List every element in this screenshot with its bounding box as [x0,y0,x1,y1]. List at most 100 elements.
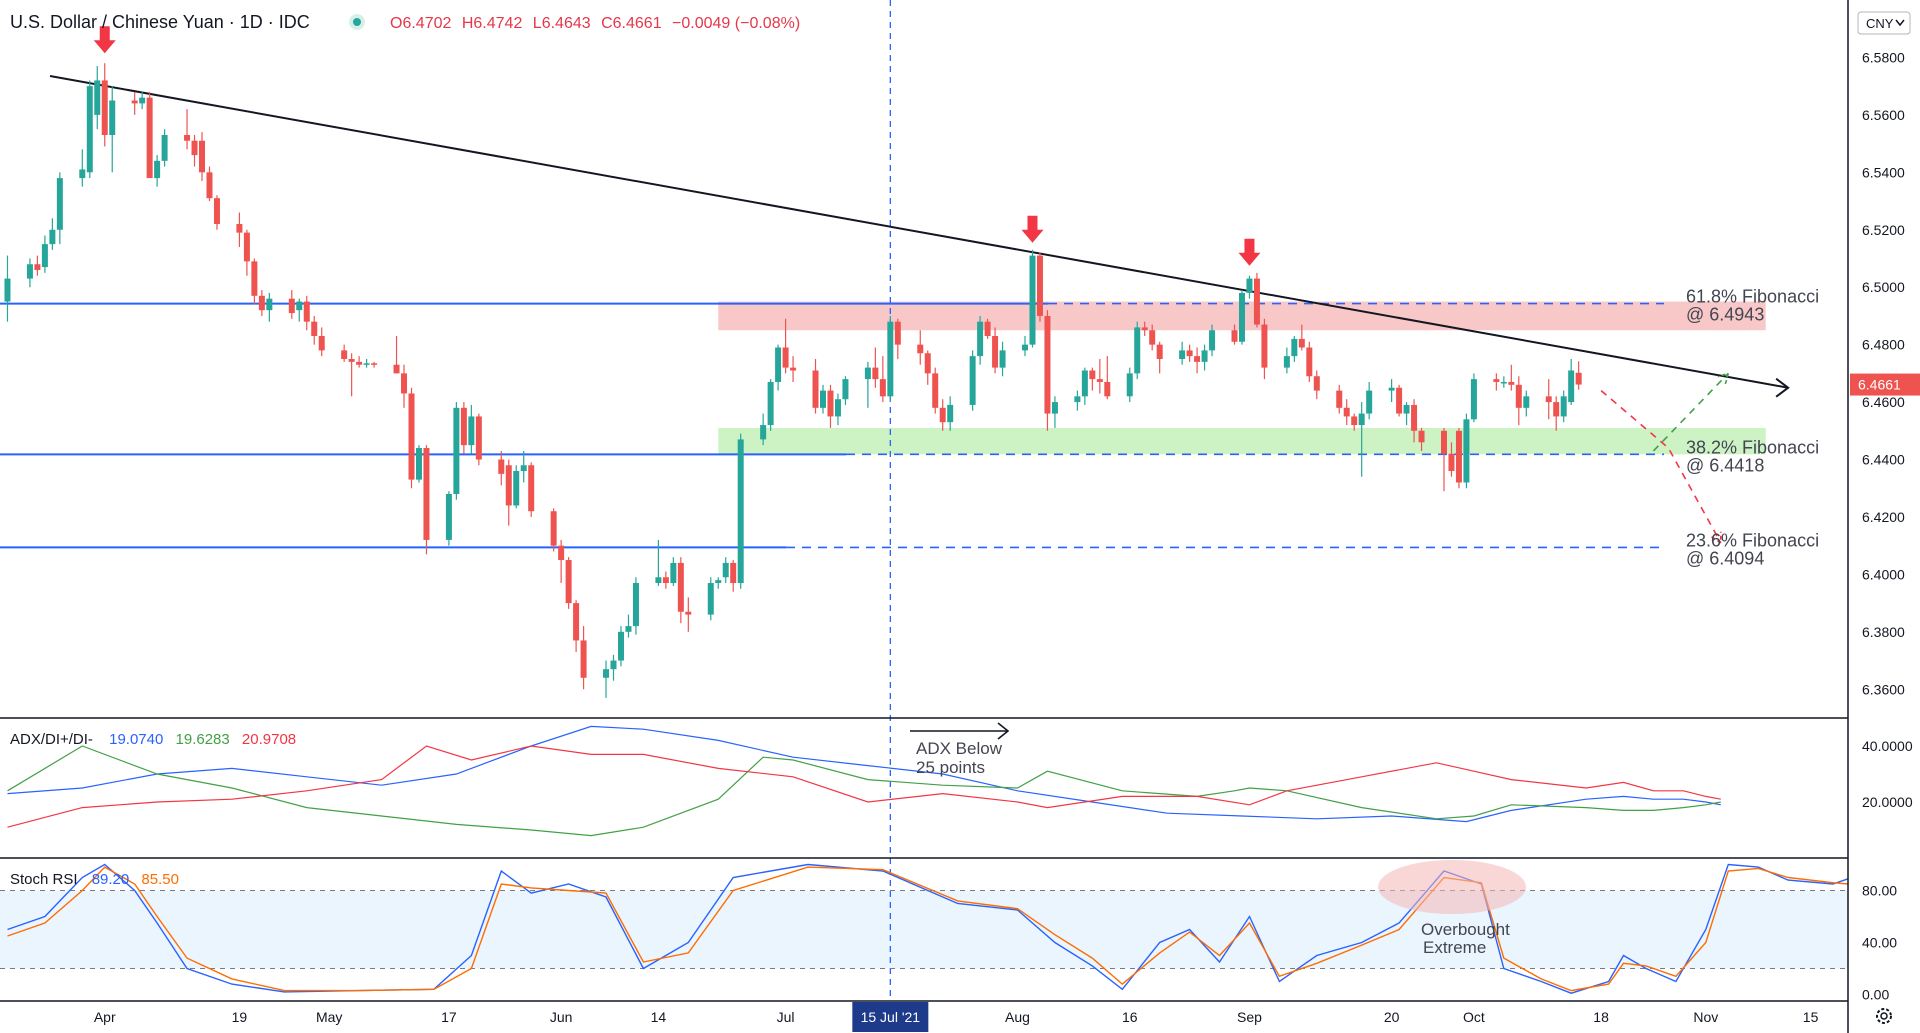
candle[interactable] [1051,396,1058,428]
candle[interactable] [213,195,220,230]
candle[interactable] [1149,324,1156,351]
candle[interactable] [1096,359,1103,394]
candle[interactable] [1343,399,1350,426]
candle[interactable] [1440,427,1447,492]
candle[interactable] [775,344,782,391]
candle[interactable] [924,350,931,385]
candle[interactable] [154,155,161,187]
candle[interactable] [864,361,871,408]
candle[interactable] [887,315,894,403]
candle[interactable] [1545,379,1552,420]
candle[interactable] [1036,252,1043,322]
candle[interactable] [1246,275,1253,299]
candle[interactable] [1493,373,1500,391]
candle[interactable] [1081,367,1088,405]
candle[interactable] [1500,376,1507,388]
candle[interactable] [1306,341,1313,382]
candle[interactable] [348,353,355,397]
candle[interactable] [670,557,677,586]
candle[interactable] [1089,367,1096,391]
candle[interactable] [842,376,849,405]
candle[interactable] [528,462,535,517]
candle[interactable] [917,330,924,365]
candle[interactable] [1209,324,1216,357]
candle[interactable] [1238,290,1245,345]
candle[interactable] [1508,364,1515,391]
candle[interactable] [191,134,198,167]
candle[interactable] [498,450,505,486]
candle[interactable] [4,255,11,322]
candle[interactable] [812,359,819,414]
candle[interactable] [632,577,639,635]
candle[interactable] [341,344,348,362]
candle[interactable] [26,258,33,288]
candle[interactable] [296,298,303,322]
candle[interactable] [558,539,565,584]
candle[interactable] [1179,341,1186,365]
candle[interactable] [939,399,946,431]
candle[interactable] [101,63,108,147]
candle[interactable] [1568,359,1575,405]
candle[interactable] [984,318,991,339]
candle[interactable] [1291,336,1298,362]
candle[interactable] [1044,310,1051,431]
candle[interactable] [992,327,999,374]
candle[interactable] [625,614,632,638]
candle[interactable] [1396,384,1403,417]
candle[interactable] [206,166,213,202]
candle[interactable] [879,356,886,403]
candle[interactable] [1313,370,1320,400]
candle[interactable] [86,80,93,179]
candle[interactable] [445,491,452,546]
candle[interactable] [932,367,939,414]
candle[interactable] [34,255,41,276]
candle[interactable] [1186,344,1193,362]
candle[interactable] [453,402,460,500]
candle[interactable] [258,290,265,316]
candle[interactable] [760,413,767,446]
candle[interactable] [371,361,378,368]
candle[interactable] [401,364,408,408]
candle[interactable] [782,318,789,374]
candle[interactable] [363,359,370,368]
candle[interactable] [767,379,774,431]
candle[interactable] [603,660,610,698]
candle[interactable] [1515,376,1522,426]
candle[interactable] [1201,344,1208,371]
candle[interactable] [505,459,512,526]
candle[interactable] [790,356,797,382]
candle[interactable] [513,465,520,509]
candle[interactable] [550,508,557,552]
candle[interactable] [1231,324,1238,345]
candle[interactable] [146,91,153,179]
candle[interactable] [685,597,692,632]
candle[interactable] [1074,390,1081,411]
candle[interactable] [356,356,363,368]
candle[interactable] [1134,321,1141,380]
candle[interactable] [1366,381,1373,420]
candle[interactable] [827,384,834,428]
candle[interactable] [1029,249,1036,348]
candle[interactable] [318,327,325,357]
candle[interactable] [56,172,63,245]
candle[interactable] [243,229,250,276]
candle[interactable] [834,393,841,426]
candle[interactable] [737,433,744,589]
candle[interactable] [999,341,1006,377]
candle[interactable] [1388,379,1395,403]
candle[interactable] [520,450,527,483]
candle[interactable] [977,315,984,365]
candle[interactable] [819,384,826,414]
candle[interactable] [236,212,243,247]
candle[interactable] [1448,442,1455,477]
candle[interactable] [1022,336,1029,357]
candle[interactable] [573,600,580,652]
candle[interactable] [1575,361,1582,390]
candle[interactable] [969,350,976,411]
candle[interactable] [41,235,48,273]
candle[interactable] [1560,390,1567,423]
candle[interactable] [1156,341,1163,374]
candle[interactable] [1261,318,1268,380]
candle[interactable] [1411,399,1418,443]
